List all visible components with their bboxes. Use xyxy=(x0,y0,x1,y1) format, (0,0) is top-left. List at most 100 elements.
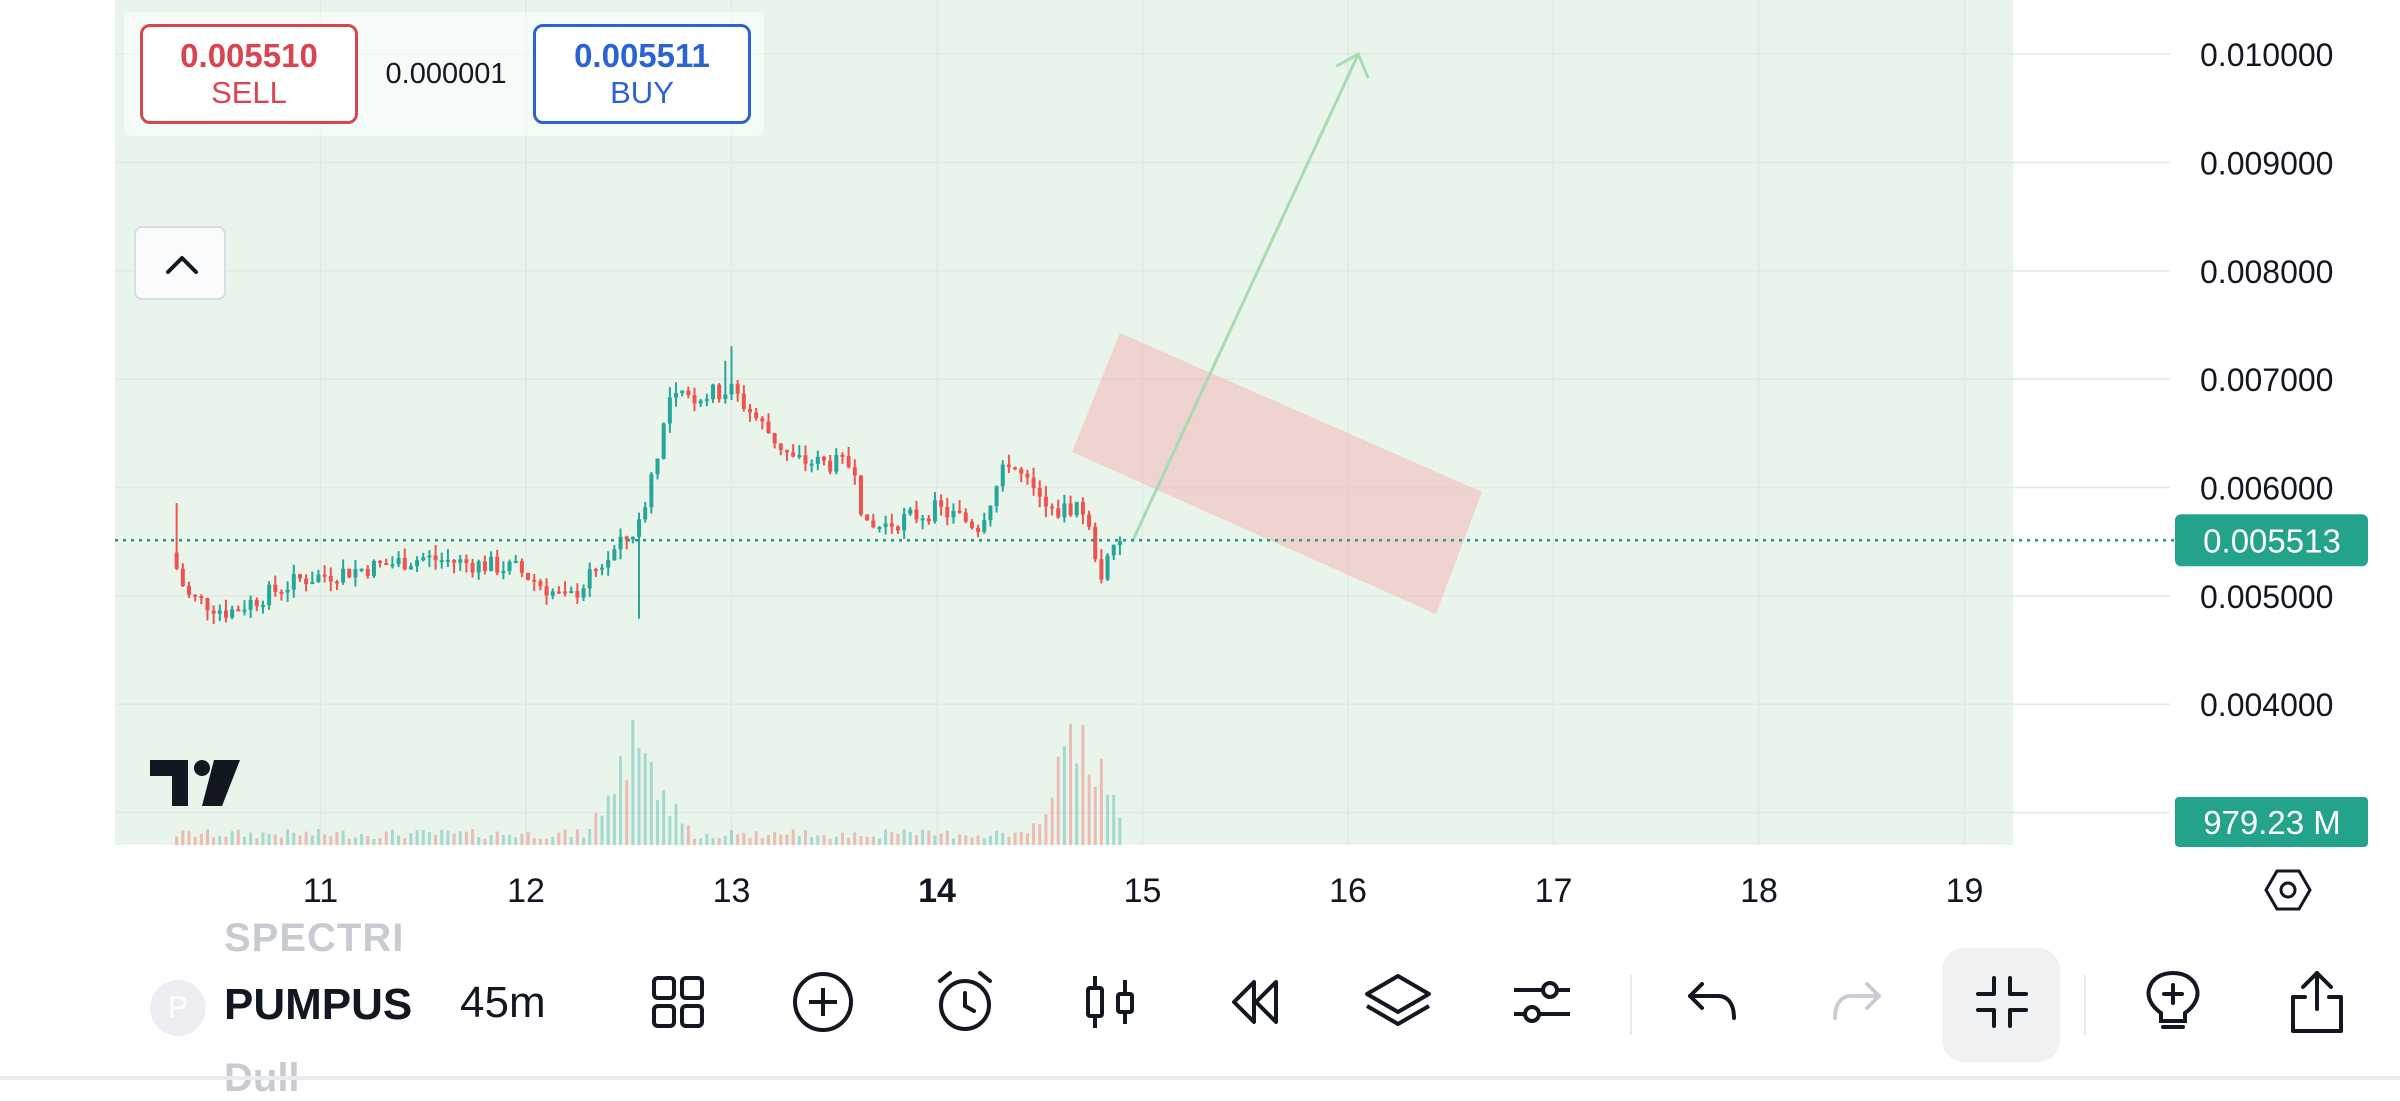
current-price-label: 0.005513 xyxy=(2203,522,2341,559)
volume-bar xyxy=(329,836,333,845)
volume-bar xyxy=(779,834,783,845)
candle-body xyxy=(334,581,339,584)
volume-bar xyxy=(699,838,703,845)
candle-body xyxy=(248,599,253,610)
candle-body xyxy=(297,574,302,579)
candle-body xyxy=(698,400,703,404)
symbol-name[interactable]: PUMPUS xyxy=(224,980,413,1029)
volume-bar xyxy=(914,835,918,845)
volume-bar xyxy=(440,829,444,845)
volume-bar xyxy=(631,720,635,845)
redo-button[interactable] xyxy=(1807,952,1907,1052)
candle-body xyxy=(735,383,740,394)
volume-bar xyxy=(859,836,863,845)
candle-body xyxy=(939,500,944,507)
volume-bar xyxy=(625,780,629,845)
volume-bar xyxy=(736,834,740,845)
volume-bar xyxy=(366,836,370,845)
volume-bar xyxy=(1056,756,1060,845)
volume-bar xyxy=(921,829,925,845)
candle-body xyxy=(230,609,235,618)
volume-bar xyxy=(471,829,475,845)
candle-body xyxy=(908,509,913,515)
volume-bar xyxy=(705,833,709,845)
symbol-list-prev[interactable]: SPECTRI xyxy=(224,916,405,960)
volume-bar xyxy=(279,837,283,845)
alert-button[interactable] xyxy=(915,952,1015,1052)
axis-settings-icon xyxy=(2264,869,2312,911)
buy-label: BUY xyxy=(610,75,674,110)
volume-bar xyxy=(199,834,203,845)
x-tick-label: 15 xyxy=(1124,872,1162,910)
candle-body xyxy=(600,567,605,570)
candle-body xyxy=(772,433,777,444)
candle-body xyxy=(464,559,469,563)
candle-body xyxy=(433,555,438,561)
x-tick-label: 18 xyxy=(1740,872,1778,910)
collapse-button[interactable] xyxy=(134,226,226,300)
volume-bar xyxy=(520,833,524,845)
interval-button[interactable]: 45m xyxy=(460,978,546,1027)
volume-bar xyxy=(1081,724,1085,845)
templates-button[interactable] xyxy=(628,952,728,1052)
volume-bar xyxy=(976,835,980,845)
layers-button[interactable] xyxy=(1348,952,1448,1052)
candle-body xyxy=(828,460,833,472)
volume-bar xyxy=(588,828,592,845)
alarm-clock-icon xyxy=(938,971,992,1031)
volume-bar xyxy=(249,832,253,845)
candle-body xyxy=(427,555,432,558)
candle-body xyxy=(273,584,278,592)
volume-bar xyxy=(711,838,715,845)
volume-bar xyxy=(643,753,647,845)
chart-type-button[interactable] xyxy=(1060,952,1160,1052)
volume-bar xyxy=(748,837,752,845)
candle-body xyxy=(612,549,617,561)
share-button[interactable] xyxy=(2267,952,2367,1052)
sell-label: SELL xyxy=(211,75,287,110)
candle-body xyxy=(680,390,685,394)
sell-button[interactable]: 0.005510 SELL xyxy=(140,24,358,124)
volume-bar xyxy=(1038,824,1042,845)
spread-value: 0.000001 xyxy=(385,58,507,90)
add-indicator-button[interactable] xyxy=(773,952,873,1052)
fullscreen-exit-button[interactable] xyxy=(1942,948,2060,1062)
volume-bar xyxy=(951,838,955,845)
undo-button[interactable] xyxy=(1662,952,1762,1052)
volume-bar xyxy=(612,794,616,845)
volume-bar xyxy=(927,830,931,845)
candle-body xyxy=(1037,488,1042,497)
candle-body xyxy=(1056,508,1061,518)
buy-button[interactable]: 0.005511 BUY xyxy=(533,24,751,124)
volume-label: 979.23 M xyxy=(2203,804,2341,841)
volume-bar xyxy=(816,835,820,845)
candle-body xyxy=(587,569,592,589)
volume-bar xyxy=(810,837,814,845)
volume-bar xyxy=(791,829,795,845)
settings-button[interactable] xyxy=(1492,952,1592,1052)
y-tick-label: 0.007000 xyxy=(2200,362,2333,398)
volume-bar xyxy=(341,830,345,845)
candle-body xyxy=(809,463,814,466)
ideas-button[interactable] xyxy=(2123,952,2223,1052)
candle-body xyxy=(747,408,752,413)
volume-bar xyxy=(427,832,431,845)
replay-button[interactable] xyxy=(1204,952,1304,1052)
candle-body xyxy=(717,384,722,400)
volume-bar xyxy=(286,829,290,845)
candle-body xyxy=(760,418,765,422)
volume-bar xyxy=(606,795,610,845)
price-chart[interactable]: 0.010000 0.009000 0.008000 0.007000 0.006000… xyxy=(0,0,2400,930)
volume-bar xyxy=(347,838,351,845)
sliders-icon xyxy=(1514,981,1570,1023)
volume-bar xyxy=(619,756,623,845)
candle-body xyxy=(236,609,241,612)
candle-body xyxy=(452,559,457,563)
volume-bar xyxy=(995,830,999,845)
volume-bar xyxy=(397,835,401,845)
volume-bar xyxy=(964,835,968,845)
volume-bar xyxy=(304,831,308,845)
candle-body xyxy=(624,536,629,540)
candle-body xyxy=(846,456,851,468)
candle-body xyxy=(1105,555,1110,580)
